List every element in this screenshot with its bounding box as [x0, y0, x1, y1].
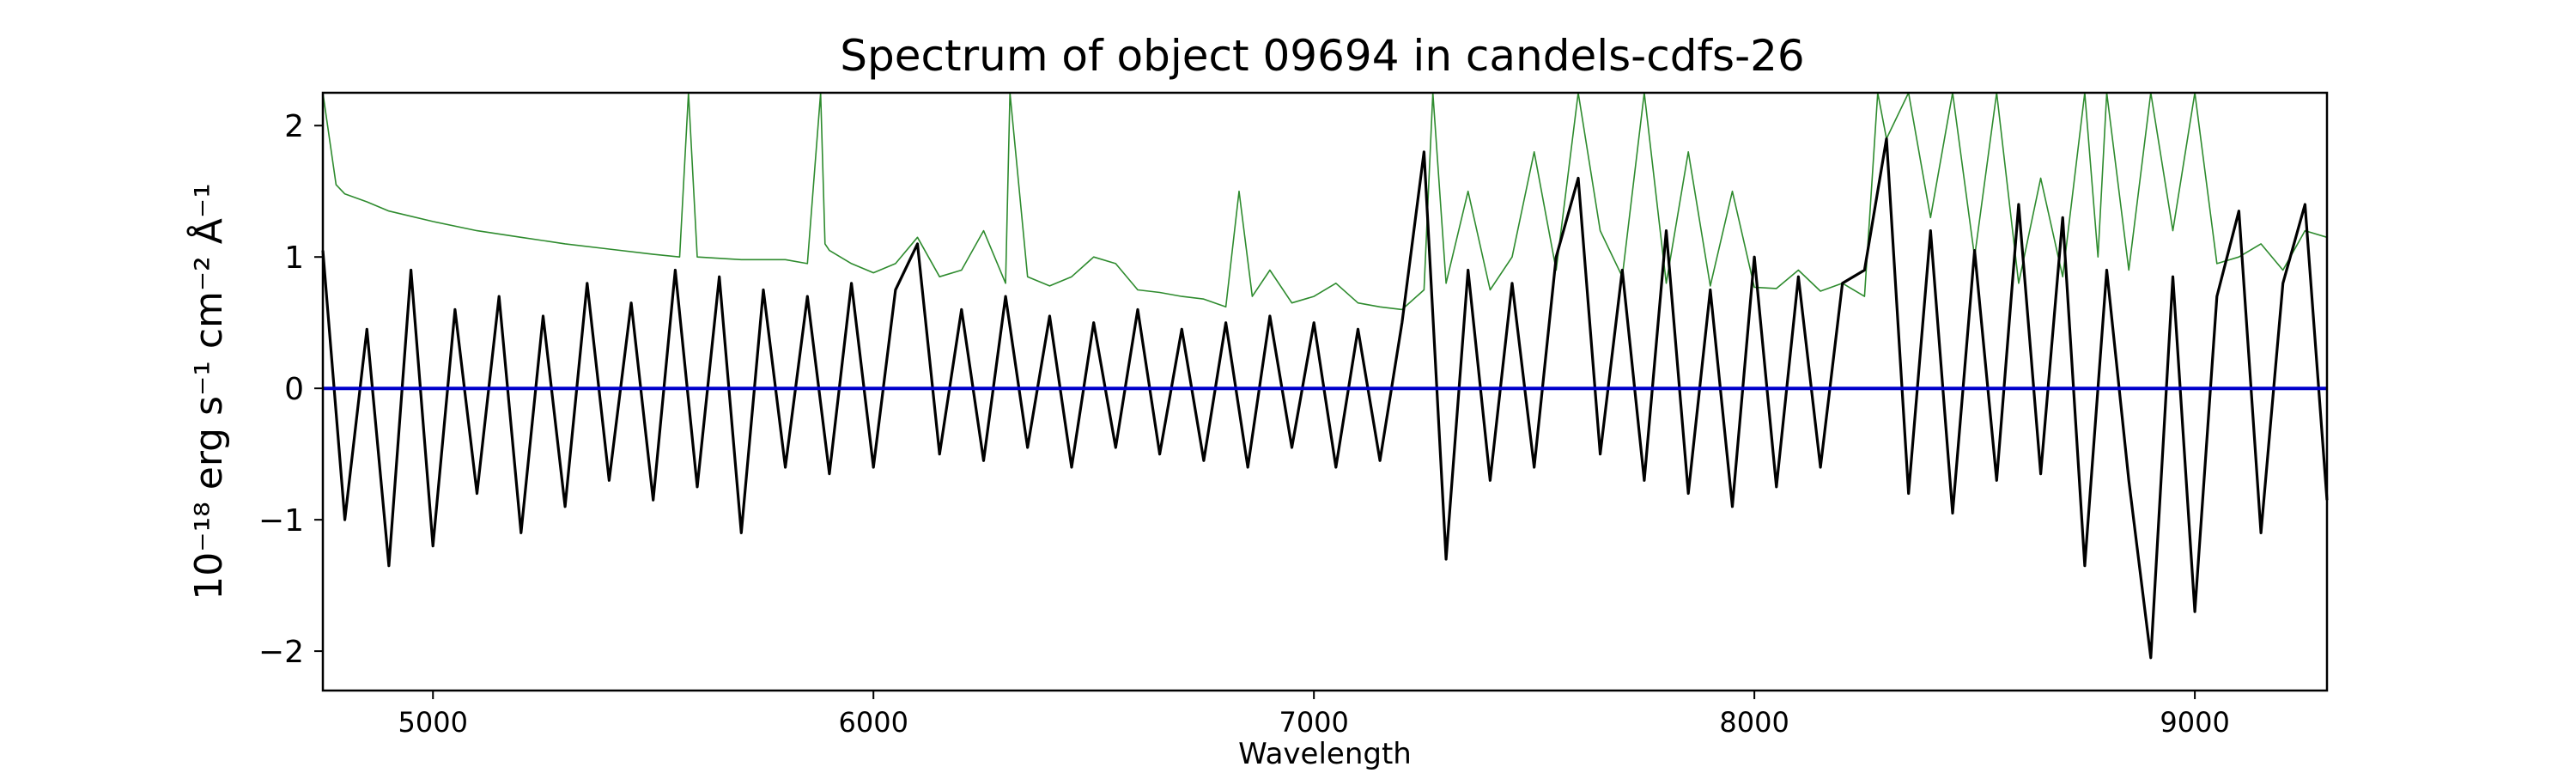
y-ticks: −2 −1 0 1 2 — [258, 109, 323, 670]
x-tick-label: 7000 — [1279, 706, 1348, 739]
y-axis-label: 10⁻¹⁸ erg s⁻¹ cm⁻² Å⁻¹ — [185, 183, 231, 600]
y-tick-label: 1 — [284, 240, 304, 276]
series-line-error — [322, 92, 2328, 311]
x-tick-label: 5000 — [398, 706, 468, 739]
x-ticks: 5000 6000 7000 8000 9000 — [398, 691, 2230, 739]
x-tick-label: 9000 — [2160, 706, 2229, 739]
series-line-flux — [321, 137, 2329, 660]
chart-title: Spectrum of object 09694 in candels-cdfs… — [840, 31, 1805, 81]
x-tick-label: 8000 — [1719, 706, 1789, 739]
plot-series — [321, 92, 2329, 660]
plot-frame — [321, 91, 2329, 692]
y-tick-label: 0 — [284, 372, 304, 407]
y-tick-label: 2 — [284, 109, 304, 144]
y-tick-label: −1 — [258, 503, 304, 539]
y-tick-label: −2 — [258, 635, 304, 670]
x-axis-label: Wavelength — [1238, 737, 1412, 771]
x-tick-label: 6000 — [838, 706, 908, 739]
